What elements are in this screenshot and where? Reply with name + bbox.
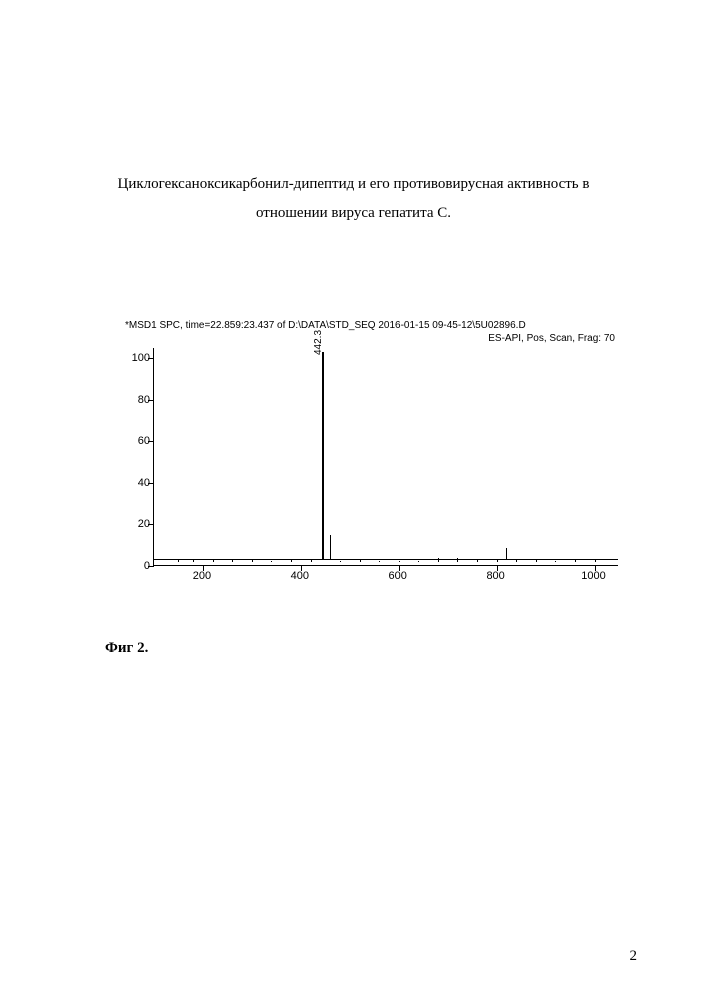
minor-peak <box>330 535 331 560</box>
noise-tick <box>232 560 233 562</box>
noise-tick <box>477 560 478 562</box>
y-tick-label: 40 <box>120 477 150 489</box>
noise-tick <box>360 559 361 562</box>
noise-tick <box>311 559 312 562</box>
noise-tick <box>213 560 214 562</box>
y-tick-label: 100 <box>120 352 150 364</box>
page-number: 2 <box>630 948 638 965</box>
noise-tick <box>252 559 253 562</box>
figure-number: 2. <box>137 640 148 656</box>
document-title: Циклогексаноксикарбонил-дипептид и его п… <box>0 170 707 227</box>
mass-spectrum-chart: *MSD1 SPC, time=22.859:23.437 of D:\DATA… <box>105 320 625 600</box>
chart-baseline <box>154 559 618 560</box>
figure-label: Фиг 2. <box>105 640 148 657</box>
y-tick-label: 0 <box>120 560 150 572</box>
minor-peak <box>506 548 507 560</box>
noise-tick <box>340 561 341 563</box>
chart-caption-line1: *MSD1 SPC, time=22.859:23.437 of D:\DATA… <box>125 320 526 331</box>
chart-plot-area: 442.3 <box>153 348 618 566</box>
x-tick-label: 200 <box>182 570 222 582</box>
chart-caption-line2: ES-API, Pos, Scan, Frag: 70 <box>488 333 615 344</box>
noise-tick <box>178 560 179 562</box>
y-tick-label: 80 <box>120 394 150 406</box>
y-tick-label: 20 <box>120 518 150 530</box>
noise-tick <box>595 560 596 562</box>
noise-tick <box>536 559 537 562</box>
x-tick-label: 600 <box>378 570 418 582</box>
page: Циклогексаноксикарбонил-дипептид и его п… <box>0 0 707 1000</box>
x-tick-label: 400 <box>280 570 320 582</box>
noise-tick <box>399 561 400 562</box>
main-peak <box>322 352 324 560</box>
noise-tick <box>379 561 380 562</box>
y-tick-label: 60 <box>120 435 150 447</box>
noise-tick <box>438 558 439 562</box>
noise-tick <box>457 558 458 562</box>
noise-tick <box>291 560 292 562</box>
title-line-2: отношении вируса гепатита С. <box>0 199 707 228</box>
noise-tick <box>575 560 576 562</box>
figure-label-prefix: Фиг <box>105 640 137 656</box>
noise-tick <box>193 560 194 562</box>
noise-tick <box>555 561 556 562</box>
noise-tick <box>271 561 272 562</box>
noise-tick <box>516 560 517 562</box>
x-tick-label: 1000 <box>574 570 614 582</box>
noise-tick <box>418 561 419 562</box>
title-line-1: Циклогексаноксикарбонил-дипептид и его п… <box>0 170 707 199</box>
noise-tick <box>497 560 498 562</box>
main-peak-label: 442.3 <box>313 330 324 355</box>
x-tick-label: 800 <box>476 570 516 582</box>
